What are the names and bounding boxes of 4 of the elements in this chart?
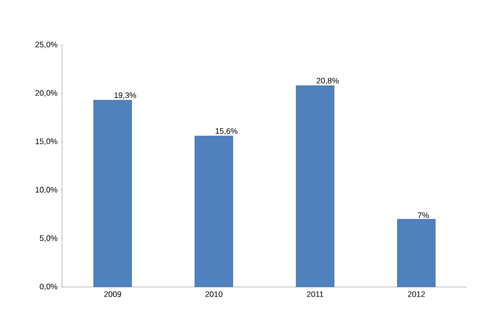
bar <box>397 219 436 287</box>
bar <box>296 85 334 287</box>
bar <box>194 136 234 287</box>
bar <box>93 100 132 287</box>
